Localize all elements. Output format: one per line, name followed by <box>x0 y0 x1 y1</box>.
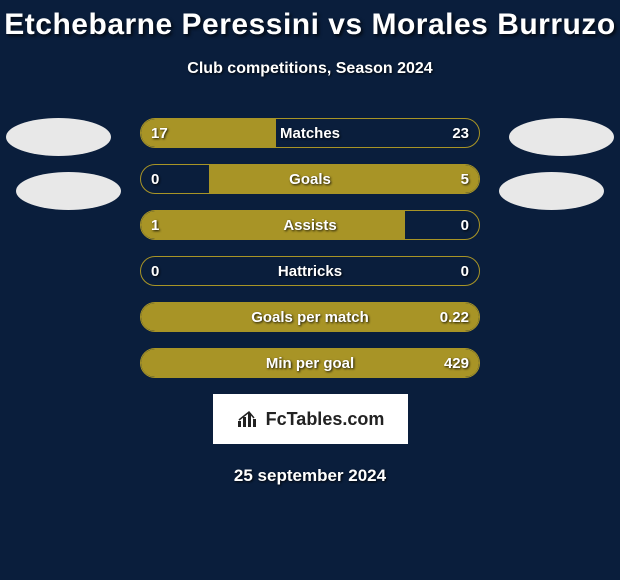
stat-row: 429Min per goal <box>140 348 480 378</box>
stat-label: Min per goal <box>141 349 479 377</box>
player-left-avatar-1 <box>6 118 111 156</box>
stat-label: Goals <box>141 165 479 193</box>
chart-icon <box>236 409 260 429</box>
player-right-avatar-1 <box>509 118 614 156</box>
date-label: 25 september 2024 <box>0 466 620 486</box>
stat-label: Goals per match <box>141 303 479 331</box>
stat-label: Hattricks <box>141 257 479 285</box>
stat-row: 05Goals <box>140 164 480 194</box>
stats-area: 1723Matches 05Goals 10Assists 00Hattricks 0.… <box>0 118 620 378</box>
player-left-avatar-2 <box>16 172 121 210</box>
page-title: Etchebarne Peressini vs Morales Burruzo <box>0 0 620 42</box>
stat-label: Matches <box>141 119 479 147</box>
logo-text: FcTables.com <box>266 409 385 430</box>
stat-row: 00Hattricks <box>140 256 480 286</box>
fctables-logo: FcTables.com <box>213 394 408 444</box>
stat-row: 0.22Goals per match <box>140 302 480 332</box>
stat-label: Assists <box>141 211 479 239</box>
stat-row: 1723Matches <box>140 118 480 148</box>
stat-row: 10Assists <box>140 210 480 240</box>
stat-rows: 1723Matches 05Goals 10Assists 00Hattricks 0.… <box>140 118 480 378</box>
player-right-avatar-2 <box>499 172 604 210</box>
subtitle: Club competitions, Season 2024 <box>0 60 620 78</box>
